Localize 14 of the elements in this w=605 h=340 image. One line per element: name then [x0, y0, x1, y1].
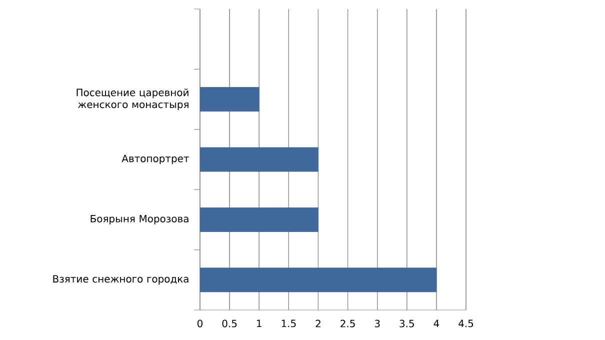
x-tick-label: 3.5 [400, 320, 414, 328]
x-tick-label: 1 [257, 320, 262, 328]
x-tick-label: 0.5 [222, 320, 237, 328]
x-tick-label: 4 [434, 320, 440, 328]
y-tick-label: Автопортрет [122, 154, 189, 164]
y-tick-label: Боярыня Морозова [90, 215, 188, 224]
x-tick-label: 0 [197, 320, 203, 328]
y-tick-label: Взятие снежного городка [53, 275, 188, 285]
x-tick-label: 2 [316, 320, 320, 328]
x-tick-label: 2.5 [340, 320, 355, 328]
x-tick-label: 1.5 [282, 320, 296, 328]
x-tick-label: 4.5 [458, 320, 474, 328]
y-tick-label: Посещение царевной женского монастыря [76, 88, 188, 110]
x-tick-label: 3 [374, 320, 380, 328]
